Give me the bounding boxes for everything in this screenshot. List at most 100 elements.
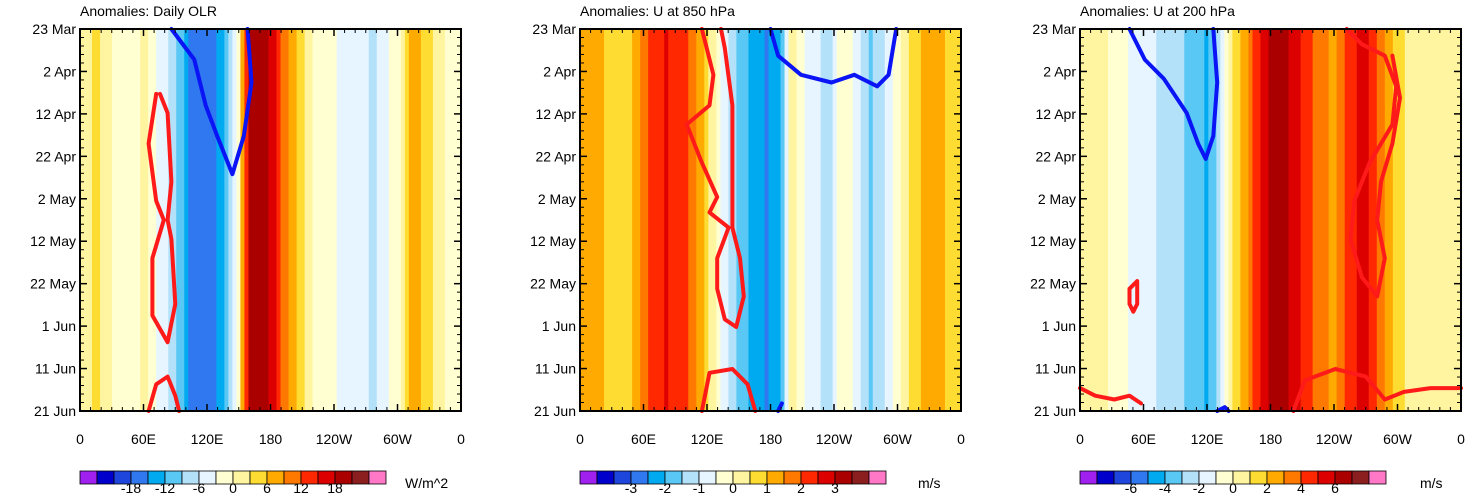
colorbar-label: -3 — [625, 480, 638, 495]
heatmap-cell — [808, 29, 814, 411]
heatmap-cell — [1396, 29, 1402, 411]
heatmap-cell — [304, 29, 310, 411]
heatmap-cell — [96, 29, 101, 411]
heatmap-cell — [112, 29, 117, 411]
x-tick-label: 60W — [883, 431, 913, 447]
heatmap-cell — [1416, 29, 1422, 411]
heatmap-cell — [1148, 29, 1153, 411]
heatmap-cell — [720, 29, 725, 411]
x-tick-label: 60E — [131, 431, 156, 447]
heatmap-cell — [684, 29, 689, 411]
heatmap-field — [1080, 29, 1462, 411]
heatmap-cell — [1224, 29, 1229, 411]
heatmap-cell — [836, 29, 842, 411]
colorbar-label: 2 — [1263, 480, 1271, 495]
positive-contour — [1078, 386, 1143, 406]
heatmap-cell — [1356, 29, 1362, 411]
y-tick-label: 22 May — [530, 276, 576, 292]
y-tick-label: 21 Jun — [534, 403, 576, 419]
heatmap-cell — [872, 29, 878, 411]
heatmap-cell — [736, 29, 742, 411]
heatmap-cell — [344, 29, 350, 411]
y-tick-label: 22 May — [1030, 276, 1076, 292]
heatmap-cell — [1296, 29, 1302, 411]
heatmap-cell — [1180, 29, 1185, 411]
positive-contour — [1344, 27, 1402, 299]
heatmap-cell — [640, 29, 645, 411]
heatmap-cell — [1192, 29, 1197, 411]
heatmap-cell — [1188, 29, 1193, 411]
heatmap-cell — [744, 29, 750, 411]
heatmap-cell — [1328, 29, 1334, 411]
heatmap-cell — [260, 29, 266, 411]
heatmap-cell — [772, 29, 778, 411]
heatmap-cell — [300, 29, 306, 411]
colorbar-swatch — [596, 470, 615, 485]
x-tick-label: 0 — [1457, 431, 1465, 447]
heatmap-cell — [328, 29, 334, 411]
y-tick-label: 22 Apr — [1036, 148, 1077, 164]
heatmap-cell — [276, 29, 282, 411]
colorbar-label: -2 — [1193, 480, 1206, 495]
heatmap-cell — [268, 29, 274, 411]
colorbar-label: -4 — [1159, 480, 1172, 495]
heatmap-cell — [656, 29, 661, 411]
heatmap-cell — [336, 29, 342, 411]
y-tick-label: 11 Jun — [1035, 361, 1076, 377]
colorbar-swatch — [79, 470, 98, 485]
y-tick-label: 1 Jun — [542, 318, 576, 334]
heatmap-cell — [1320, 29, 1326, 411]
positive-contour — [1127, 279, 1140, 314]
heatmap-cell — [116, 29, 121, 411]
colorbar-label: 6 — [1331, 480, 1339, 495]
heatmap-cell — [1216, 29, 1221, 411]
colorbar-swatch — [351, 470, 370, 485]
colorbar-label: -2 — [659, 480, 672, 495]
heatmap-cell — [748, 29, 754, 411]
heatmap-cell — [588, 29, 593, 411]
negative-contour — [1215, 405, 1231, 413]
x-tick-label: 180 — [1259, 431, 1283, 447]
heatmap-cell — [624, 29, 629, 411]
heatmap-cell — [848, 29, 854, 411]
heatmap-cell — [616, 29, 621, 411]
heatmap-cell — [412, 29, 418, 411]
x-tick-label: 0 — [76, 431, 84, 447]
heatmap-cell — [1112, 29, 1117, 411]
heatmap-cell — [144, 29, 149, 411]
colorbar-label: -1 — [693, 480, 706, 495]
heatmap-cell — [1140, 29, 1145, 411]
heatmap-cell — [632, 29, 637, 411]
heatmap-cell — [316, 29, 322, 411]
heatmap-cell — [220, 29, 225, 411]
y-axis: 23 Mar 2 Apr 12 Apr 22 Apr 2 May 12 May 22 May… — [530, 21, 961, 419]
heatmap-cell — [864, 29, 870, 411]
heatmap-cell — [1212, 29, 1217, 411]
heatmap-cell — [876, 29, 882, 411]
heatmap-cell — [1108, 29, 1113, 411]
y-tick-label: 2 May — [38, 191, 76, 207]
heatmap-cell — [1380, 29, 1386, 411]
heatmap-cell — [100, 29, 105, 411]
colorbar-swatch — [851, 470, 870, 485]
heatmap-cell — [592, 29, 597, 411]
heatmap-cell — [312, 29, 318, 411]
heatmap-cell — [676, 29, 681, 411]
x-tick-label: 120W — [816, 431, 853, 447]
heatmap-cell — [396, 29, 402, 411]
panel-u200: Anomalies: U at 200 hPa 23 Mar 2 Apr 12 Ap… — [1030, 3, 1465, 495]
heatmap-cell — [1304, 29, 1310, 411]
heatmap-cell — [1184, 29, 1189, 411]
positive-contour — [146, 91, 178, 345]
heatmap-cell — [584, 29, 589, 411]
colorbar-label: 2 — [797, 480, 805, 495]
heatmap-cell — [1236, 29, 1242, 411]
heatmap-cell — [664, 29, 669, 411]
heatmap-cell — [1408, 29, 1414, 411]
colorbar-swatch — [96, 470, 115, 485]
heatmap-cell — [1424, 29, 1430, 411]
heatmap-cell — [812, 29, 818, 411]
colorbar-label: 18 — [327, 480, 343, 495]
heatmap-cell — [756, 29, 762, 411]
heatmap-cell — [456, 29, 462, 411]
